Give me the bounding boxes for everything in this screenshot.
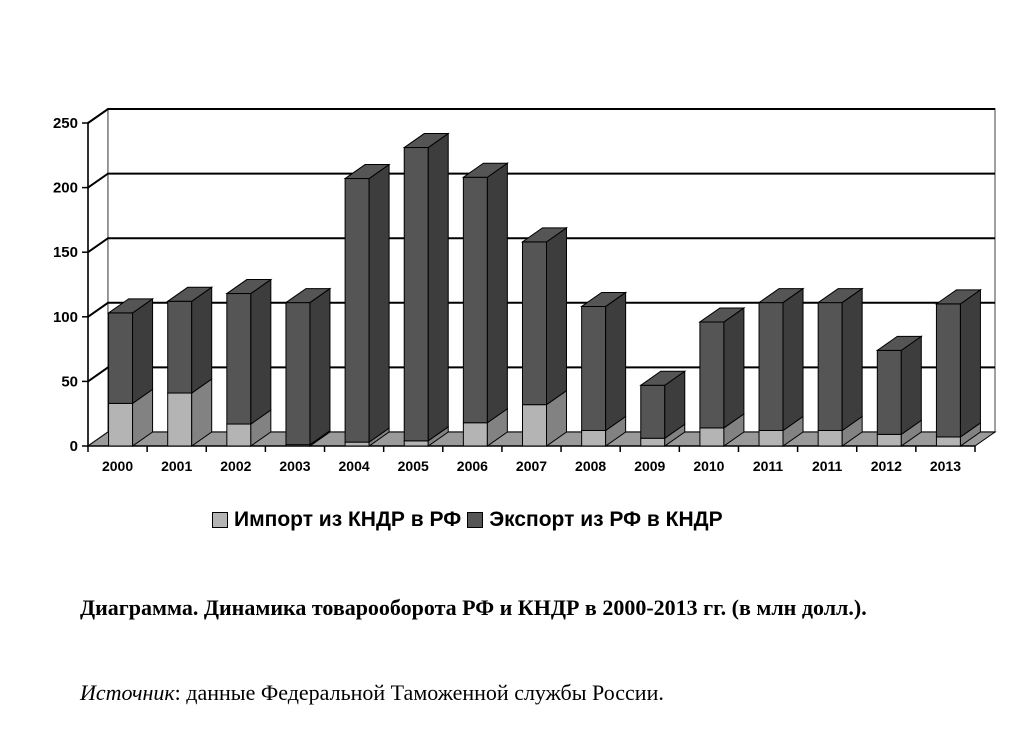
bar-export-front-2011: [758, 302, 784, 431]
legend-swatch-import: [212, 512, 228, 528]
y-tick-label: 100: [53, 309, 78, 326]
bar-export-side-2002: [250, 278, 272, 425]
bar-export-front-2002: [226, 293, 252, 425]
side-wall: [87, 107, 109, 448]
bar-export-side-2007: [546, 226, 567, 406]
bar-export-side-2001: [191, 286, 213, 394]
bar-export-front-2013: [935, 303, 961, 438]
bar-export-front-2003: [285, 302, 311, 446]
bar-top-2009: [639, 370, 687, 386]
bar-export-side-2008: [605, 291, 627, 432]
bar-export-side-2000: [132, 297, 154, 405]
x-tick-label: 2005: [398, 458, 429, 474]
bar-export-front-2004: [344, 178, 370, 443]
legend-item-export: Экспорт из РФ в КНДР: [467, 508, 723, 532]
x-tick-label: 2003: [279, 458, 310, 474]
gridline-200: [87, 172, 995, 189]
x-tick-label: 2009: [634, 458, 665, 474]
source-label: Источник: [80, 680, 175, 705]
bar-import-front-2001: [167, 392, 193, 447]
x-tick-label: 2011: [753, 458, 784, 474]
bar-export-front-2001: [167, 300, 193, 394]
x-tick-label: 2004: [339, 458, 370, 474]
source-text: : данные Федеральной Таможенной службы Р…: [174, 680, 664, 705]
bar-export-front-2010: [699, 321, 725, 429]
source-note: Источник: данные Федеральной Таможенной …: [80, 680, 664, 706]
x-tick-label: 2011: [812, 458, 843, 474]
x-tick-label: 2006: [457, 458, 488, 474]
x-tick-label: 2001: [161, 458, 192, 474]
bar-top-2005: [402, 133, 450, 149]
bar-export-front-2007: [522, 241, 547, 406]
bar-top-2004: [343, 164, 391, 180]
bar-top-2008: [580, 291, 628, 307]
bar-top-2002: [225, 279, 273, 295]
bar-import-front-2006: [462, 422, 488, 447]
bar-export-side-2010: [723, 307, 745, 429]
bar-top-2011: [757, 288, 805, 304]
bar-top-2007: [520, 227, 569, 243]
bar-export-front-2000: [108, 312, 134, 404]
bar-export-side-2013: [959, 288, 981, 438]
y-tick-label: 250: [53, 115, 78, 132]
bar-import-front-2010: [699, 427, 725, 447]
legend-swatch-export: [467, 512, 484, 528]
x-tick-label: 2000: [102, 458, 133, 474]
bar-export-side-2012: [900, 335, 922, 436]
x-tick-label: 2012: [871, 458, 902, 474]
legend-label-import: Импорт из КНДР в РФ: [234, 508, 462, 531]
bar-top-2003: [284, 288, 332, 304]
bar-import-front-2013: [935, 436, 961, 447]
bar-export-side-2004: [368, 163, 390, 444]
bar-export-side-2006: [486, 162, 508, 424]
x-tick-label: 2008: [575, 458, 606, 474]
bar-export-front-2012: [876, 349, 902, 435]
bar-export-front-2008: [581, 305, 607, 431]
bar-export-side-2005: [427, 132, 449, 442]
bar-import-front-2009: [640, 437, 666, 447]
bar-export-front-2011: [817, 302, 843, 431]
bar-top-2010: [698, 307, 746, 323]
bar-import-front-2011: [817, 429, 843, 447]
bar-chart: 0 50 100 150 200 250 2000 2001 2002 2003 2004 2005 2…: [53, 107, 997, 474]
legend: Импорт из КНДР в РФ Экспорт из РФ в КНДР: [212, 508, 729, 532]
bar-import-front-2011: [758, 429, 784, 447]
bar-export-front-2009: [640, 384, 666, 439]
bar-export-front-2006: [462, 176, 488, 424]
x-tick-label: 2010: [693, 458, 724, 474]
x-tick-label: 2013: [930, 458, 961, 474]
bar-import-front-2004: [344, 441, 370, 447]
y-tick-label: 150: [53, 244, 78, 261]
bar-top-2006: [461, 162, 509, 178]
x-tick-label: 2007: [516, 458, 547, 474]
bar-top-2000: [106, 298, 155, 314]
bar-import-front-2012: [876, 433, 902, 447]
legend-label-export: Экспорт из РФ в КНДР: [489, 508, 723, 531]
bar-import-front-2000: [108, 402, 134, 447]
y-tick-label: 50: [61, 373, 78, 390]
bar-top-2013: [934, 289, 983, 305]
x-tick-label: 2002: [220, 458, 251, 474]
bar-top-2001: [166, 286, 214, 302]
legend-item-import: Импорт из КНДР в РФ: [212, 508, 461, 532]
y-tick-label: 200: [53, 180, 78, 197]
gridline-150: [87, 237, 995, 254]
bar-import-front-2002: [226, 423, 252, 447]
y-tick-label: 0: [70, 438, 78, 455]
bar-export-side-2003: [309, 287, 331, 446]
bar-top-2011: [816, 288, 864, 304]
bar-import-front-2005: [403, 440, 429, 447]
gridline-100: [87, 301, 995, 318]
bar-import-front-2008: [581, 429, 607, 447]
bar-export-side-2011: [841, 287, 863, 432]
chart-caption: Диаграмма. Динамика товарооборота РФ и К…: [80, 595, 867, 620]
gridline-50: [87, 366, 995, 383]
bar-export-front-2005: [403, 147, 429, 442]
bar-export-side-2011: [782, 287, 804, 432]
bar-import-front-2007: [522, 404, 547, 447]
bar-top-2012: [875, 335, 923, 351]
gridline-250: [87, 108, 995, 124]
